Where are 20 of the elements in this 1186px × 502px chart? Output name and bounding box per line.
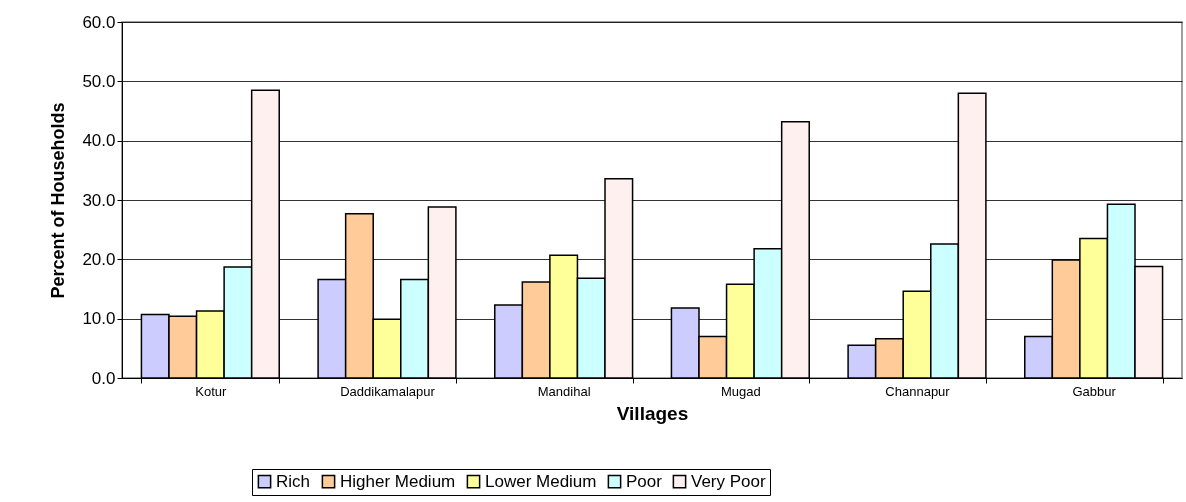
x-tick-label: Mugad bbox=[720, 383, 761, 399]
legend-label: Very Poor bbox=[691, 471, 766, 491]
legend-label: Rich bbox=[276, 471, 311, 491]
legend-label: Lower Medium bbox=[485, 471, 597, 491]
y-tick-label: 10.0 bbox=[82, 309, 116, 329]
x-axis-title: Villages bbox=[616, 402, 689, 424]
y-tick-label: 30.0 bbox=[82, 190, 116, 210]
y-tick-label: 50.0 bbox=[82, 71, 116, 91]
y-tick-label: 40.0 bbox=[82, 131, 116, 151]
x-tick-label: Channapur bbox=[885, 383, 951, 399]
x-tick-label: Mandihal bbox=[537, 383, 591, 399]
y-axis-title: Percent of Households bbox=[48, 102, 69, 299]
x-tick-label: Kotur bbox=[195, 383, 228, 399]
x-tick-label: Daddikamalapur bbox=[340, 383, 436, 399]
y-tick-label: 0.0 bbox=[91, 368, 116, 388]
legend-label: Poor bbox=[626, 471, 663, 491]
legend-label: Higher Medium bbox=[340, 471, 456, 491]
y-tick-label: 60.0 bbox=[82, 12, 116, 32]
y-tick-label: 20.0 bbox=[82, 249, 116, 269]
x-tick-label: Gabbur bbox=[1072, 383, 1117, 399]
